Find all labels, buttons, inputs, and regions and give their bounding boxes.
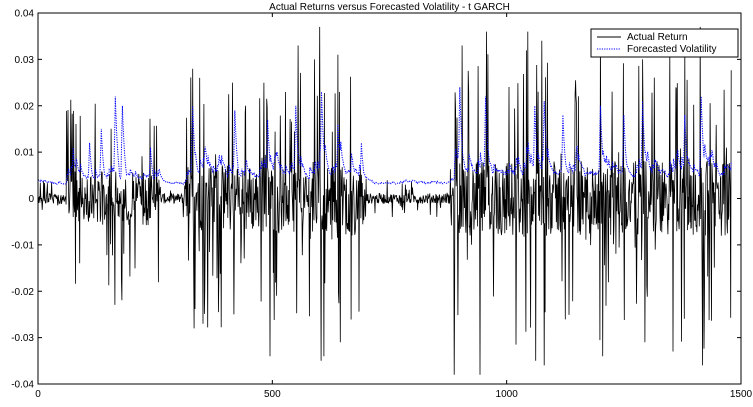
legend: Actual Return Forecasted Volatility <box>590 28 739 58</box>
y-tick-label: -0.03 <box>11 333 34 344</box>
x-tick-label: 1000 <box>496 389 519 400</box>
legend-label-forecasted-volatility: Forecasted Volatility <box>627 44 717 55</box>
x-tick-label: 0 <box>35 389 41 400</box>
legend-box <box>590 28 739 58</box>
legend-label-actual-return: Actual Return <box>627 32 688 43</box>
x-tick-label: 1500 <box>730 389 753 400</box>
y-tick-label: 0 <box>28 194 34 205</box>
y-tick-label: 0.01 <box>15 148 35 159</box>
y-tick-label: -0.04 <box>11 380 34 391</box>
y-tick-label: 0.02 <box>15 101 35 112</box>
y-tick-label: 0.03 <box>15 55 35 66</box>
series-line-forecasted-volatility <box>37 87 732 186</box>
axes-layer: 0 500 1000 1500 -0.04 -0.03 -0.02 -0.01 0 0.01 0.0… <box>11 9 752 401</box>
y-tick-label: 0.04 <box>15 9 35 20</box>
series-line-actual-return <box>37 26 732 375</box>
x-tick-label: 500 <box>264 389 281 400</box>
y-tick-label: -0.01 <box>11 240 34 251</box>
chart-title: Actual Returns versus Forecasted Volatil… <box>269 2 510 13</box>
y-tick-label: -0.02 <box>11 287 34 298</box>
series-layer <box>37 26 732 375</box>
plot-area: 0 500 1000 1500 -0.04 -0.03 -0.02 -0.01 0 0.01 0.0… <box>11 9 752 401</box>
